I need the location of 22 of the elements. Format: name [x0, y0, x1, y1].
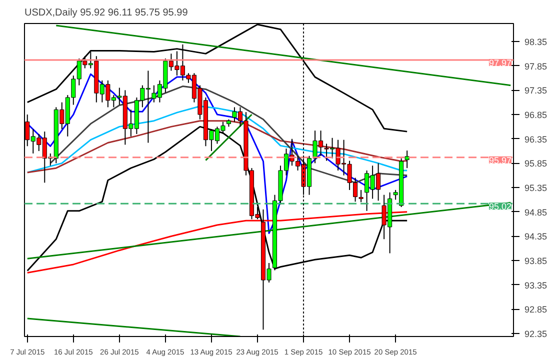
y-tick-label: 92.35	[524, 329, 548, 340]
candlestick	[358, 189, 364, 203]
line-series	[26, 120, 408, 174]
chart-title: USDX,Daily 95.92 96.11 95.75 95.99	[24, 8, 188, 18]
y-tick-label: 95.35	[524, 183, 548, 194]
y-tick-label: 93.35	[524, 280, 548, 290]
y-tick-label: 94.35	[524, 232, 548, 242]
line-series	[26, 73, 408, 234]
y-tick-label: 96.85	[524, 110, 548, 120]
y-tick-label: 96.35	[524, 134, 548, 144]
line-series	[26, 106, 408, 174]
y-tick-label: 97.35	[524, 86, 548, 96]
ref-line-label: 97.97	[488, 58, 512, 68]
y-tick-label: 94.85	[524, 207, 548, 218]
candlestick	[404, 150, 410, 169]
y-tick-label: 92.85	[524, 304, 548, 315]
ref-line-label: 95.97	[488, 155, 512, 166]
ref-line-label: 95.02	[488, 202, 512, 212]
y-tick-label: 93.85	[524, 256, 548, 266]
y-tick-label: 97.85	[524, 61, 548, 72]
y-tick-label: 98.35	[524, 37, 548, 48]
y-tick-label: 95.85	[524, 158, 548, 169]
